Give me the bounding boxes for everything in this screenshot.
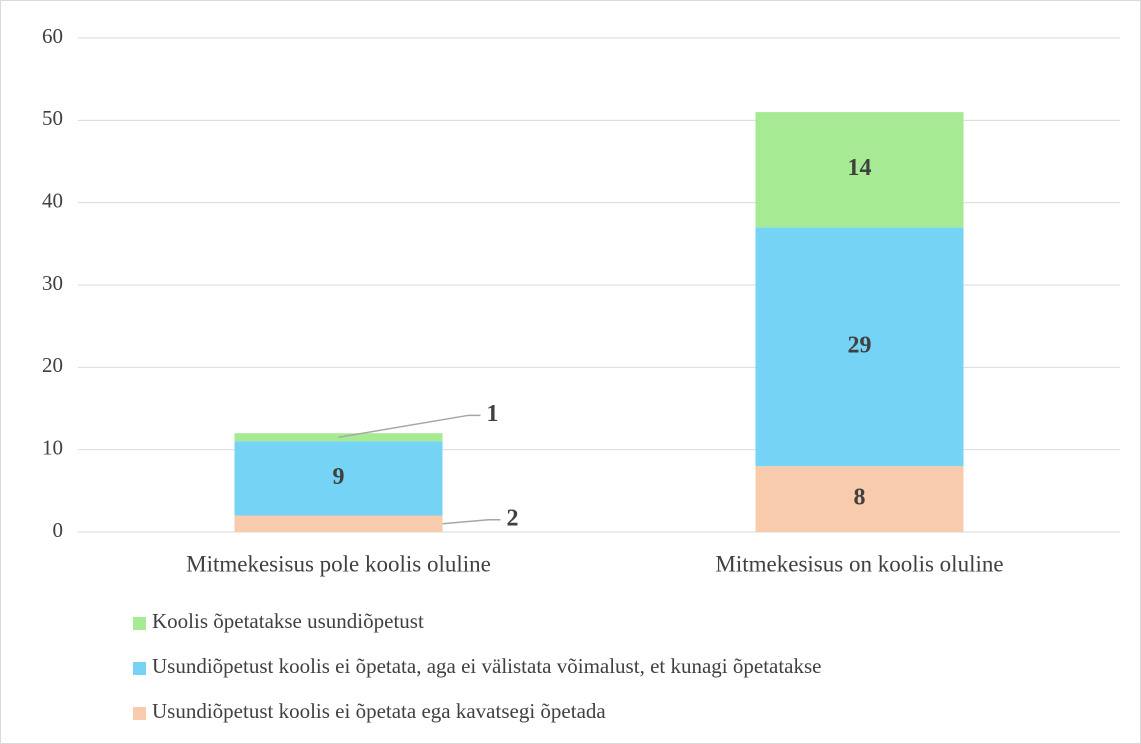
bar-segment xyxy=(234,515,443,532)
leader-line xyxy=(338,414,481,439)
data-label: 1 xyxy=(487,401,499,427)
bar-segment xyxy=(755,466,964,532)
legend-swatch xyxy=(133,707,146,720)
x-tick-label: Mitmekesisus on koolis oluline xyxy=(715,551,1003,576)
legend-label: Usundiõpetust koolis ei õpetata, aga ei … xyxy=(152,654,822,678)
data-label: 14 xyxy=(848,155,872,181)
y-tick-label: 60 xyxy=(42,24,63,48)
x-tick-label: Mitmekesisus pole koolis oluline xyxy=(186,551,491,576)
bar-segment xyxy=(755,112,964,228)
legend-label: Usundiõpetust koolis ei õpetata ega kava… xyxy=(152,699,606,723)
bar-segment xyxy=(755,227,964,467)
bar-segment xyxy=(234,441,443,516)
y-tick-label: 20 xyxy=(42,353,63,377)
data-label: 29 xyxy=(848,332,872,358)
legend-swatch xyxy=(133,617,146,630)
y-tick-label: 40 xyxy=(42,188,63,212)
data-label: 9 xyxy=(333,464,345,490)
leader-line xyxy=(442,519,501,525)
legend-label: Koolis õpetatakse usundiõpetust xyxy=(152,609,424,633)
y-tick-label: 0 xyxy=(53,518,64,542)
y-tick-label: 30 xyxy=(42,271,63,295)
y-tick-label: 50 xyxy=(42,106,63,130)
legend-swatch xyxy=(133,662,146,675)
y-tick-label: 10 xyxy=(42,435,63,459)
data-label: 2 xyxy=(507,505,519,531)
data-label: 8 xyxy=(854,485,866,511)
